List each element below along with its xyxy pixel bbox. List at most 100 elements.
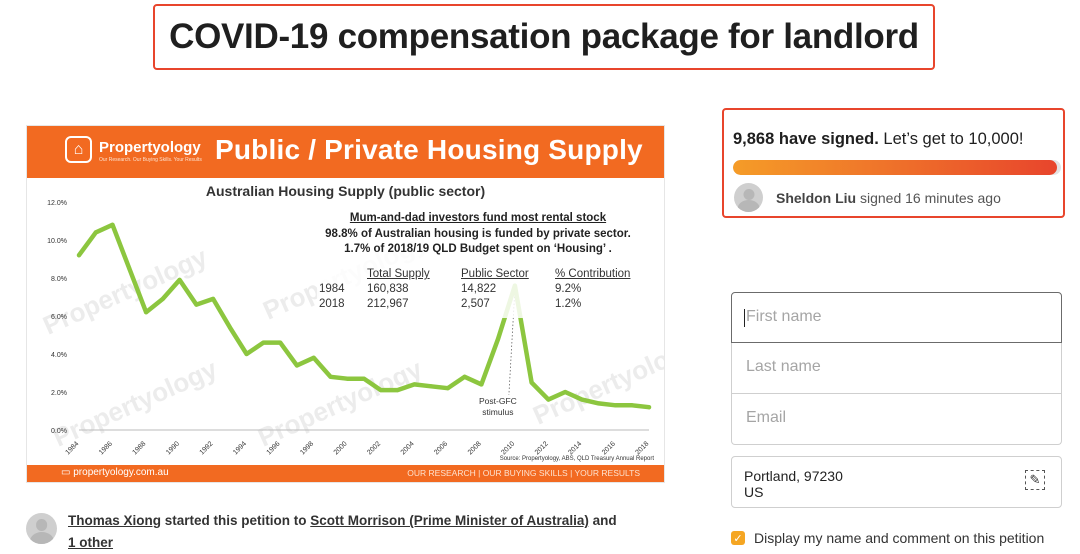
petition-starter: Thomas Xiong started this petition to Sc… (68, 510, 668, 554)
data-point (261, 340, 266, 345)
recent-signer: Sheldon Liu signed 16 minutes ago (776, 190, 1001, 206)
y-tick-label: 0.0% (51, 428, 67, 435)
signature-progress-bar (733, 160, 1061, 175)
annotation-line: 98.8% of Australian housing is funded by… (325, 228, 631, 240)
display-name-checkbox[interactable]: ✓ (731, 531, 745, 545)
data-point (479, 382, 484, 387)
progress-fill (733, 160, 1057, 175)
data-point (429, 384, 434, 389)
data-point (630, 403, 635, 408)
data-point (194, 302, 199, 307)
footer-url: ▭ propertyology.com.au (61, 467, 169, 478)
data-point (529, 380, 534, 385)
decision-maker-link[interactable]: Scott Morrison (Prime Minister of Austra… (310, 513, 589, 528)
data-point (328, 374, 333, 379)
y-tick-label: 6.0% (51, 314, 67, 321)
data-point (563, 390, 568, 394)
data-point (378, 388, 383, 393)
table-header: Public Sector (461, 268, 529, 280)
y-tick-label: 2.0% (51, 390, 67, 397)
banner-title: Public / Private Housing Supply (215, 134, 643, 165)
y-tick-label: 4.0% (51, 352, 67, 359)
data-point (77, 253, 81, 258)
x-tick-label: 2008 (467, 440, 483, 456)
first-name-input[interactable] (744, 307, 1048, 327)
data-point (596, 401, 601, 406)
house-logo-icon: ⌂ (65, 136, 92, 163)
chart-title: Australian Housing Supply (public sector… (205, 183, 486, 199)
location-field[interactable]: Portland, 97230 US ✎ (731, 456, 1062, 508)
data-point (546, 397, 551, 402)
x-tick-label: 2004 (400, 440, 416, 456)
x-tick-label: 1994 (232, 440, 248, 456)
data-point (93, 230, 98, 235)
annotation-line: 1.7% of 2018/19 QLD Budget spent on ‘Hou… (344, 243, 612, 255)
footer-slogan: OUR RESEARCH | OUR BUYING SKILLS | YOUR … (407, 468, 640, 478)
data-point (496, 336, 501, 341)
x-tick-label: 1988 (132, 440, 148, 456)
table-cell: 1984 (319, 283, 345, 295)
other-decision-makers-link[interactable]: 1 other (68, 535, 114, 550)
data-point (160, 296, 165, 301)
recent-signer-avatar (734, 183, 763, 212)
data-point (362, 376, 366, 381)
table-cell: 212,967 (367, 298, 409, 310)
data-point (244, 352, 249, 356)
chart-source: Source: Propertyology, ABS, QLD Treasury… (499, 456, 654, 462)
x-tick-label: 1986 (98, 440, 114, 456)
y-tick-label: 8.0% (51, 276, 67, 283)
table-cell: 160,838 (367, 283, 409, 295)
x-tick-label: 2018 (634, 440, 650, 456)
annotation-headline: Mum-and-dad investors fund most rental s… (349, 212, 607, 224)
starter-avatar (26, 513, 57, 544)
email-input[interactable] (744, 408, 1048, 428)
data-point (412, 382, 417, 387)
x-tick-label: 2002 (366, 440, 382, 456)
line-chart: 0.0% 2.0% 4.0% 6.0% 8.0% 10.0% 12.0% 1984 1986 19… (47, 200, 652, 456)
annotation-box: Mum-and-dad investors fund most rental s… (317, 208, 639, 318)
display-name-option[interactable]: ✓ Display my name and comment on this pe… (731, 530, 1044, 546)
brand-name: Propertyology (99, 139, 201, 156)
data-point (445, 386, 450, 391)
data-point (211, 296, 216, 301)
table-cell: 2,507 (461, 298, 490, 310)
chart-footer: ▭ propertyology.com.au OUR RESEARCH | OU… (27, 465, 664, 482)
starter-author-link[interactable]: Thomas Xiong (68, 513, 162, 528)
x-tick-label: 2014 (567, 440, 583, 456)
table-cell: 2018 (319, 298, 345, 310)
x-tick-label: 1998 (299, 440, 315, 456)
petition-image: ⌂ Propertyology Our Research. Our Buying… (27, 126, 664, 482)
data-point (647, 405, 651, 410)
last-name-input[interactable] (744, 357, 1048, 377)
signature-progress-box: 9,868 have signed. Let’s get to 10,000! … (722, 108, 1065, 218)
post-gfc-callout: Post-GFC stimulus (479, 396, 517, 417)
x-tick-label: 1984 (64, 440, 80, 456)
data-point (579, 397, 584, 402)
first-name-field[interactable] (731, 292, 1062, 343)
x-tick-label: 2010 (500, 440, 516, 456)
edit-location-icon[interactable]: ✎ (1025, 470, 1045, 490)
data-point (613, 403, 618, 408)
signature-count: 9,868 have signed. Let’s get to 10,000! (733, 130, 1024, 148)
location-country: US (744, 484, 764, 500)
data-point (227, 325, 232, 330)
table-cell: 1.2% (555, 298, 582, 310)
data-point (395, 388, 400, 393)
data-point (311, 355, 316, 360)
x-tick-label: 1990 (165, 440, 181, 456)
data-point (110, 222, 115, 227)
chart-banner: ⌂ Propertyology Our Research. Our Buying… (27, 126, 664, 178)
page-title: COVID-19 compensation package for landlo… (169, 17, 919, 56)
table-header: Total Supply (367, 268, 430, 280)
data-point (177, 277, 182, 282)
brand-tagline: Our Research. Our Buying Skills. Your Re… (99, 157, 202, 163)
starter-text: started this petition to (161, 513, 311, 528)
display-name-label: Display my name and comment on this peti… (754, 530, 1045, 546)
email-field[interactable] (731, 394, 1062, 445)
x-tick-label: 2016 (601, 440, 617, 456)
last-name-field[interactable] (731, 343, 1062, 394)
table-cell: 9.2% (555, 283, 582, 295)
starter-text: and (588, 513, 617, 528)
table-header: % Contribution (555, 268, 631, 280)
y-tick-label: 10.0% (47, 238, 67, 245)
